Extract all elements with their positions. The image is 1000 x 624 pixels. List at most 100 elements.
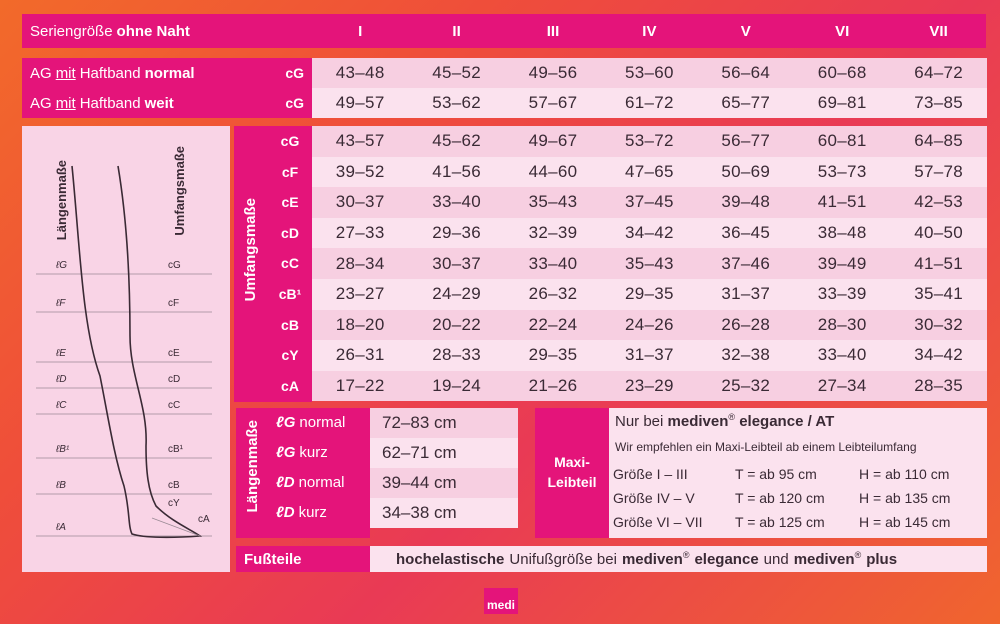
- diagram-left-label: ℓD: [56, 374, 67, 385]
- umfang-row: [312, 217, 987, 249]
- laengen-code: ℓD: [276, 474, 295, 491]
- umfang-cell: 39–49: [817, 253, 867, 273]
- fuss-bold3: plus: [866, 550, 898, 568]
- medi-logo: medi: [484, 588, 518, 614]
- ag-cell: 61–72: [624, 93, 674, 112]
- maxi-t: T = ab 95 cm: [735, 466, 817, 482]
- maxi-info-box: Nur bei mediven® elegance / AT Wir empfe…: [609, 408, 987, 538]
- diagram-right-label: cE: [168, 348, 180, 359]
- umfang-cell: 18–20: [335, 314, 385, 334]
- laengen-code: ℓG: [276, 414, 296, 431]
- maxi-note: Wir empfehlen ein Maxi-Leibteil ab einem…: [615, 440, 917, 454]
- maxi-label-line2: Leibteil: [547, 474, 597, 490]
- ag-mit: mit: [55, 94, 76, 112]
- ag-bold: weit: [144, 94, 174, 112]
- umfang-code: cB¹: [278, 286, 302, 302]
- ag-text: Haftband: [79, 94, 141, 112]
- diagram-left-title: Längenmaße: [54, 160, 69, 241]
- laengen-codes-column: ℓG normal ℓG kurz ℓD normal ℓD kurz: [270, 408, 370, 538]
- laengen-code-row: ℓG kurz: [276, 444, 328, 461]
- ag-cell: 56–64: [721, 63, 771, 82]
- laengen-value-bg: [370, 408, 518, 438]
- umfang-cell: 27–33: [335, 223, 385, 243]
- ag-cell: 45–52: [432, 63, 481, 82]
- maxi-h: H = ab 110 cm: [859, 466, 950, 482]
- size-col-4: IV: [642, 22, 657, 40]
- ag-mit: mit: [55, 64, 76, 82]
- size-header: Seriengröße ohne Naht I II III IV V VI VII: [22, 14, 986, 48]
- laengen-code: ℓG: [276, 444, 296, 461]
- umfang-row: [312, 187, 987, 218]
- umfang-cell: 28–34: [335, 253, 385, 273]
- umfang-code: cC: [281, 255, 299, 272]
- umfang-cell: 33–40: [817, 345, 867, 365]
- ag-cell: 69–81: [817, 93, 867, 112]
- umfang-cell: 30–37: [432, 253, 481, 273]
- ag-cell: 64–72: [914, 63, 963, 82]
- maxi-size: Größe IV – V: [613, 490, 695, 506]
- laengen-type: normal: [298, 474, 345, 491]
- laengen-value: 39–44 cm: [382, 473, 457, 492]
- fuss-text1: Unifußgröße bei: [509, 550, 617, 568]
- umfang-cell: 28–30: [817, 314, 867, 334]
- umfang-cell: 57–78: [914, 161, 963, 181]
- laengen-type: normal: [299, 414, 346, 431]
- diagram-right-label: cF: [168, 298, 180, 309]
- ag-label-normal: AG mit Haftband normal: [30, 58, 195, 88]
- fuss-text: hochelastische Unifußgröße bei mediven® …: [370, 546, 987, 572]
- size-col-6: VI: [835, 22, 850, 40]
- laengen-value: 34–38 cm: [382, 503, 457, 522]
- umfang-cell: 39–52: [335, 161, 385, 181]
- umfang-cell: 24–26: [624, 314, 674, 334]
- umfang-cell: 60–81: [817, 131, 867, 151]
- ag-cell: 43–48: [335, 63, 385, 82]
- umfang-cell: 28–33: [432, 345, 481, 365]
- umfang-cell: 53–72: [624, 131, 674, 151]
- umfang-cell: 20–22: [432, 314, 481, 334]
- laengen-code: ℓD: [276, 504, 295, 521]
- umfang-cell: 41–51: [914, 253, 963, 273]
- umfang-cell: 31–37: [721, 284, 771, 304]
- laengen-label-text: Längenmaße: [244, 420, 261, 513]
- laengen-value: 72–83 cm: [382, 413, 457, 432]
- umfang-cell: 26–31: [335, 345, 385, 365]
- diagram-left-label: ℓB: [56, 480, 66, 491]
- umfang-cell: 40–50: [914, 223, 963, 243]
- fuss-text2: und: [763, 550, 789, 568]
- umfang-cell: 25–32: [721, 376, 771, 396]
- umfang-cell: 42–53: [914, 192, 963, 212]
- umfang-cell: 43–57: [335, 131, 385, 151]
- umfang-row: [312, 156, 987, 188]
- umfang-code: cE: [281, 194, 299, 211]
- size-col-3: III: [546, 22, 560, 40]
- maxi-label-line1: Maxi-: [554, 454, 590, 470]
- umfang-cell: 26–32: [528, 284, 578, 304]
- fuss-reg2: ®: [854, 550, 862, 560]
- ag-cell: 60–68: [817, 63, 867, 82]
- umfang-cell: 29–35: [624, 284, 674, 304]
- header-title: Seriengröße ohne Naht: [30, 14, 190, 48]
- ag-cell: 65–77: [721, 93, 771, 112]
- fuss-label-text: Fußteile: [244, 550, 302, 568]
- diagram-right-label: cG: [168, 260, 181, 271]
- diagram-left-label: ℓF: [56, 298, 66, 309]
- maxi-t: T = ab 125 cm: [735, 514, 825, 530]
- laengen-section-label: Längenmaße: [236, 408, 270, 538]
- header-title-prefix: Seriengröße: [30, 22, 113, 40]
- umfang-cell: 17–22: [335, 376, 385, 396]
- umfang-cell: 33–40: [432, 192, 481, 212]
- umfang-cell: 28–35: [914, 376, 963, 396]
- ag-text: Haftband: [79, 64, 141, 82]
- umfang-label-text: Umfangsmaße: [242, 198, 259, 302]
- fuss-reg1: ®: [682, 550, 690, 560]
- ag-cell: 49–56: [528, 63, 578, 82]
- umfang-cell: 32–38: [721, 345, 771, 365]
- maxi-h: H = ab 135 cm: [859, 490, 951, 506]
- diagram-right-label: cB¹: [168, 444, 183, 455]
- umfang-cell: 23–27: [335, 284, 385, 304]
- umfang-cell: 30–37: [335, 192, 385, 212]
- ag-prefix: AG: [30, 94, 52, 112]
- umfang-row: [312, 279, 987, 310]
- laengen-code-row: ℓD kurz: [276, 504, 327, 521]
- umfang-row: [312, 370, 987, 402]
